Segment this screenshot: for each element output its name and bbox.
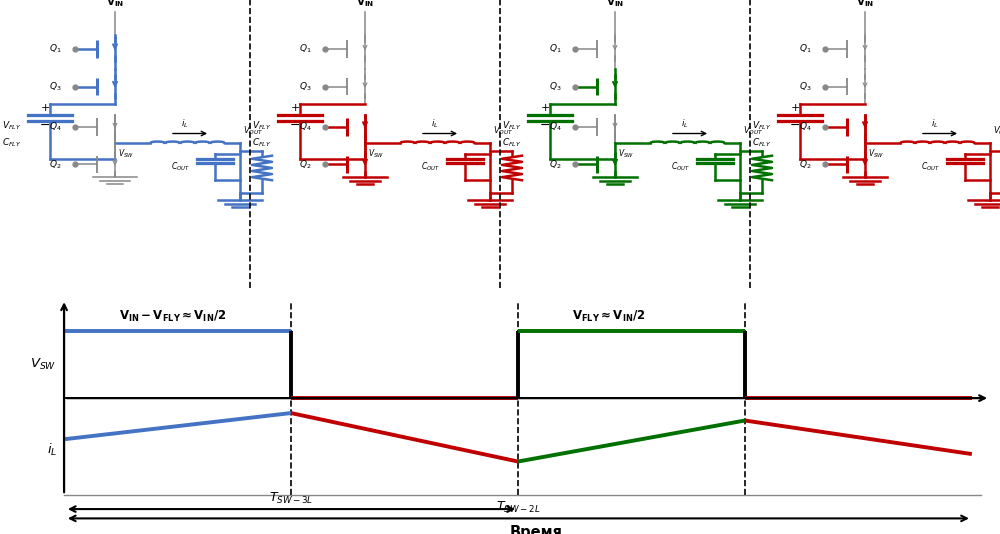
Text: $C_{OUT}$: $C_{OUT}$ [171,161,190,174]
Text: +: + [40,103,50,113]
Text: $V_{OUT}$: $V_{OUT}$ [993,124,1000,137]
Text: $V_{OUT}$: $V_{OUT}$ [493,124,514,137]
Text: $V_{FLY}$: $V_{FLY}$ [502,119,522,132]
Text: $i_L$: $i_L$ [47,442,57,458]
Text: $Q_2$: $Q_2$ [49,158,61,171]
Text: $V_{FLY}$: $V_{FLY}$ [2,119,22,132]
Text: −: − [290,119,300,132]
Text: $\mathbf{V_{IN}}$: $\mathbf{V_{IN}}$ [106,0,124,9]
Text: $\mathbf{V_{IN}}$: $\mathbf{V_{IN}}$ [356,0,374,9]
Text: $C_{OUT}$: $C_{OUT}$ [921,161,940,174]
Text: $\mathbf{V_{FLY} \approx V_{IN}/2}$: $\mathbf{V_{FLY} \approx V_{IN}/2}$ [572,309,646,324]
Text: $T_{SW-3L}$: $T_{SW-3L}$ [269,491,314,506]
Text: $Q_3$: $Q_3$ [49,80,61,93]
Text: $V_{SW}$: $V_{SW}$ [868,148,884,160]
Text: $C_{FLY}$: $C_{FLY}$ [752,137,772,149]
Text: $C_{FLY}$: $C_{FLY}$ [502,137,522,149]
Text: $Q_3$: $Q_3$ [299,80,311,93]
Text: $V_{FLY}$: $V_{FLY}$ [252,119,272,132]
Text: +: + [290,103,300,113]
Text: $T_{SW-2L}$: $T_{SW-2L}$ [496,500,541,515]
Text: $V_{FLY}$: $V_{FLY}$ [752,119,772,132]
Text: $\mathbf{V_{IN}}$: $\mathbf{V_{IN}}$ [606,0,624,9]
Text: $Q_2$: $Q_2$ [799,158,811,171]
Text: $V_{SW}$: $V_{SW}$ [118,148,134,160]
Text: $Q_4$: $Q_4$ [549,121,561,133]
Text: $\mathbf{V_{IN} - V_{FLY} \approx V_{IN}/2}$: $\mathbf{V_{IN} - V_{FLY} \approx V_{IN}… [119,309,226,324]
Text: $V_{SW}$: $V_{SW}$ [618,148,634,160]
Text: $\mathbf{V_{IN}}$: $\mathbf{V_{IN}}$ [856,0,874,9]
Text: $Q_2$: $Q_2$ [549,158,561,171]
Text: $i_L$: $i_L$ [681,117,689,130]
Text: $Q_3$: $Q_3$ [799,80,811,93]
Text: $C_{OUT}$: $C_{OUT}$ [421,161,440,174]
Text: $i_L$: $i_L$ [181,117,189,130]
Text: $Q_1$: $Q_1$ [799,43,811,56]
Text: Время: Время [510,525,563,534]
Text: $V_{SW}$: $V_{SW}$ [368,148,384,160]
Text: $C_{FLY}$: $C_{FLY}$ [2,137,22,149]
Text: $Q_2$: $Q_2$ [299,158,311,171]
Text: $C_{OUT}$: $C_{OUT}$ [671,161,690,174]
Text: $i_L$: $i_L$ [931,117,939,130]
Text: $C_{FLY}$: $C_{FLY}$ [252,137,272,149]
Text: +: + [540,103,550,113]
Text: $Q_1$: $Q_1$ [49,43,61,56]
Text: −: − [40,119,50,132]
Text: $Q_3$: $Q_3$ [549,80,561,93]
Text: $Q_4$: $Q_4$ [299,121,311,133]
Text: −: − [540,119,550,132]
Text: $Q_1$: $Q_1$ [549,43,561,56]
Text: $Q_4$: $Q_4$ [799,121,811,133]
Text: $Q_4$: $Q_4$ [49,121,61,133]
Text: +: + [790,103,800,113]
Text: −: − [790,119,800,132]
Text: $V_{OUT}$: $V_{OUT}$ [743,124,764,137]
Text: $i_L$: $i_L$ [431,117,439,130]
Text: $Q_1$: $Q_1$ [299,43,311,56]
Text: $V_{OUT}$: $V_{OUT}$ [243,124,264,137]
Text: $V_{SW}$: $V_{SW}$ [30,357,57,372]
